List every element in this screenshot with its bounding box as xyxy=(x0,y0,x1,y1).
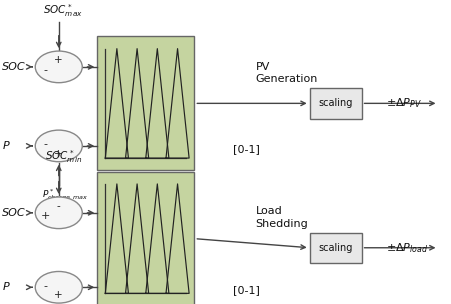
Text: Load
Shedding: Load Shedding xyxy=(255,206,308,229)
Text: $SOC^*_{max}$: $SOC^*_{max}$ xyxy=(43,2,83,19)
Bar xyxy=(309,88,361,119)
Bar xyxy=(97,172,194,304)
Text: +: + xyxy=(54,55,63,65)
Text: +: + xyxy=(54,149,63,159)
Text: -: - xyxy=(44,281,48,291)
Bar xyxy=(309,233,361,263)
Text: -: - xyxy=(44,139,48,149)
Text: +: + xyxy=(41,211,51,221)
Text: scaling: scaling xyxy=(318,98,352,108)
Circle shape xyxy=(35,130,82,162)
Text: scaling: scaling xyxy=(318,243,352,253)
Circle shape xyxy=(35,51,82,83)
Text: $P^*_{charge\_max}$: $P^*_{charge\_max}$ xyxy=(42,188,88,205)
Text: [0-1]: [0-1] xyxy=(232,285,259,295)
Text: $\pm\Delta P_{load}$: $\pm\Delta P_{load}$ xyxy=(386,241,428,255)
Text: -: - xyxy=(57,201,60,211)
Text: SOC: SOC xyxy=(2,208,26,218)
Text: -: - xyxy=(44,65,48,75)
Text: P: P xyxy=(2,282,9,292)
Circle shape xyxy=(35,197,82,229)
Text: $SOC^*_{min}$: $SOC^*_{min}$ xyxy=(45,148,82,165)
Text: PV
Generation: PV Generation xyxy=(255,62,317,84)
Text: +: + xyxy=(54,290,63,300)
Text: $\pm\Delta P_{PV}$: $\pm\Delta P_{PV}$ xyxy=(386,96,422,110)
Circle shape xyxy=(35,271,82,303)
Bar xyxy=(97,36,194,170)
Text: P: P xyxy=(2,141,9,151)
Text: [0-1]: [0-1] xyxy=(232,144,259,154)
Text: SOC: SOC xyxy=(2,62,26,72)
